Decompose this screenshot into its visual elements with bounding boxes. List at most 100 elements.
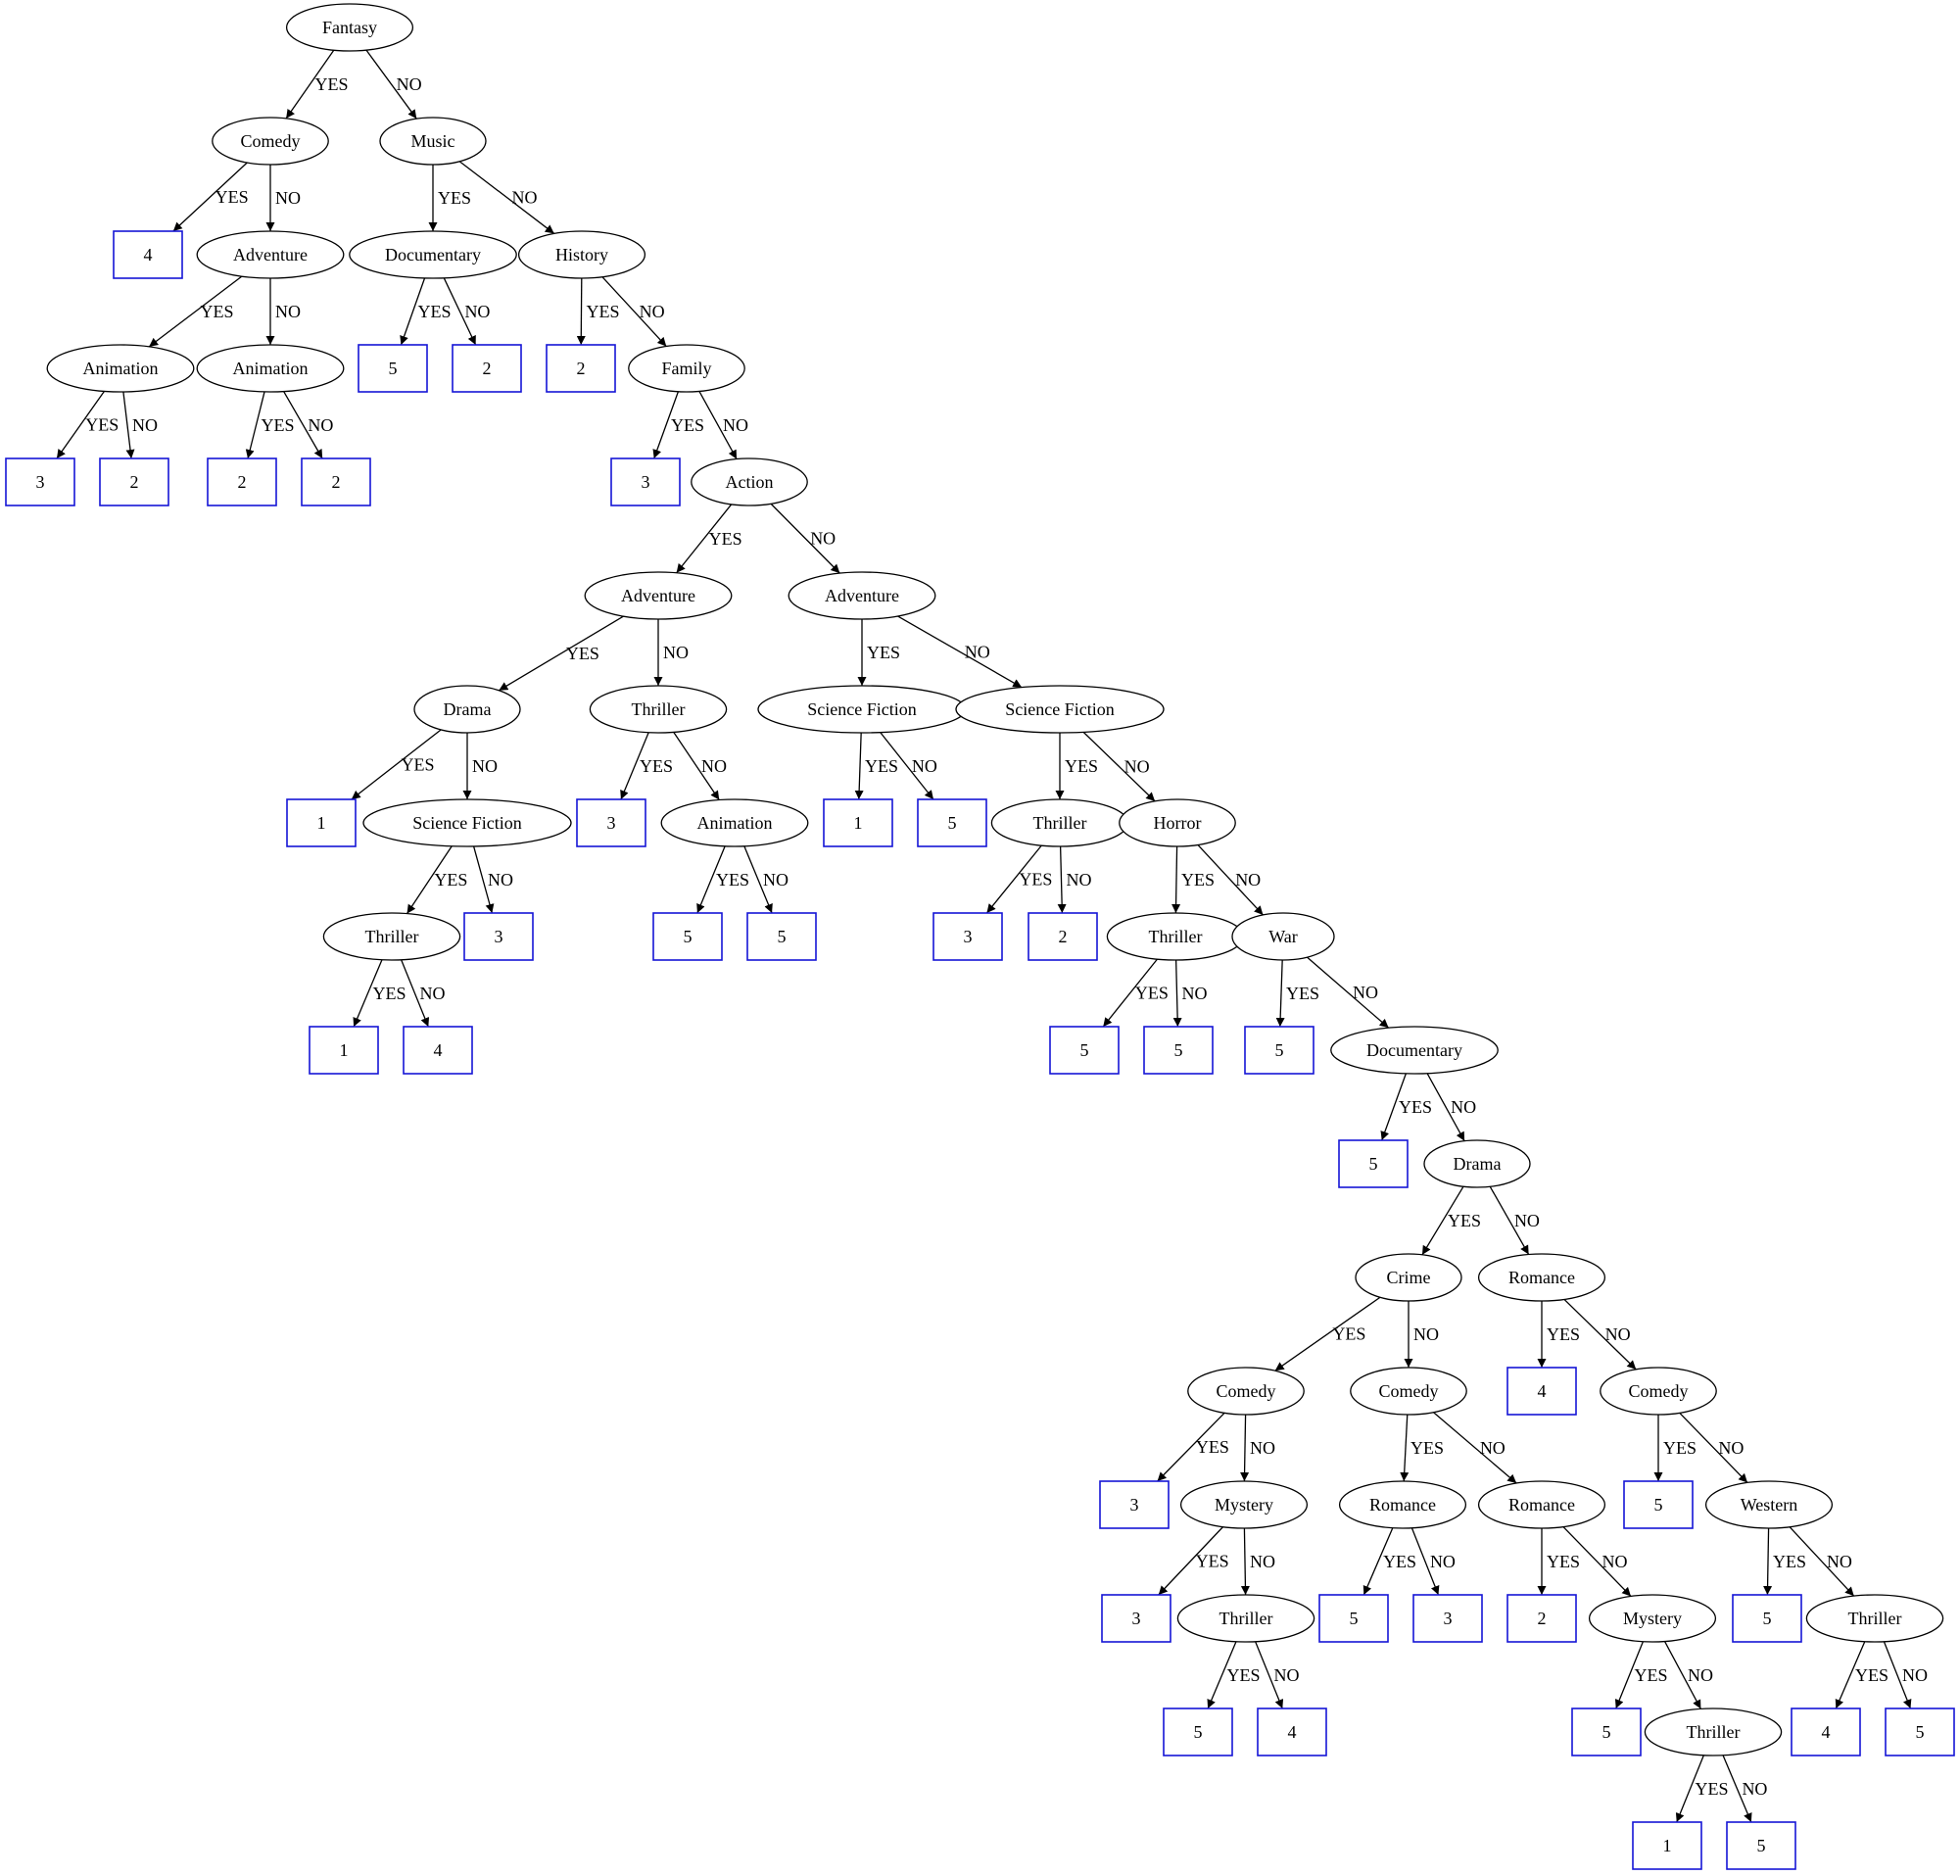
edge-label: YES — [587, 302, 620, 321]
decision-ellipse — [379, 117, 487, 166]
edge-arrow — [351, 729, 442, 800]
edge-yes: YES — [245, 391, 295, 459]
leaf-box — [1244, 1026, 1315, 1075]
edge-label: YES — [314, 74, 348, 94]
edge-arrow — [1883, 1641, 1912, 1709]
decision-ellipse — [1805, 1594, 1944, 1643]
decision-ellipse — [517, 230, 646, 279]
edge-label: YES — [373, 984, 406, 1003]
edge-label: NO — [472, 756, 498, 776]
edge-no: NO — [1410, 1527, 1456, 1596]
edge-arrow — [698, 391, 738, 459]
decision-ellipse — [285, 3, 414, 52]
leaf-box — [652, 912, 723, 961]
edge-yes: YES — [1274, 1296, 1381, 1371]
decision-ellipse — [46, 344, 195, 393]
edge-label: YES — [1332, 1324, 1365, 1344]
decision-label: Science Fiction — [412, 813, 521, 833]
decision-ellipse — [1338, 1480, 1467, 1529]
edge-arrow — [406, 845, 453, 914]
edge-arrow — [854, 732, 864, 800]
decision-node: Fantasy — [285, 3, 414, 52]
decision-ellipse — [955, 685, 1165, 734]
leaf-box — [746, 912, 817, 961]
leaf-value: 4 — [434, 1040, 443, 1060]
edge-arrow — [1240, 1414, 1250, 1482]
decision-node: Adventure — [584, 571, 733, 620]
edge-arrow — [620, 732, 649, 800]
edge-no: NO — [1197, 844, 1264, 916]
edge-no: NO — [770, 503, 840, 574]
leaf-value: 4 — [1822, 1722, 1831, 1742]
leaf-box — [1028, 912, 1098, 961]
edge-label: NO — [1605, 1324, 1631, 1344]
edge-arrow — [148, 275, 243, 348]
edge-arrow — [1722, 1755, 1752, 1823]
leaf-value: 3 — [642, 472, 650, 492]
decision-ellipse — [362, 798, 572, 847]
decision-node: Action — [691, 457, 808, 506]
edge-yes: YES — [676, 504, 742, 574]
edge-arrow — [1763, 1527, 1773, 1596]
decision-label: Animation — [697, 813, 773, 833]
edge-no: NO — [1489, 1185, 1540, 1255]
edge-label: YES — [418, 302, 452, 321]
edge-yes: YES — [1421, 1185, 1481, 1256]
edge-label: NO — [1182, 984, 1208, 1003]
edge-yes: YES — [498, 615, 624, 692]
edge-arrow — [1082, 731, 1156, 802]
decision-ellipse — [1423, 1139, 1531, 1188]
edge-yes: YES — [1675, 1755, 1729, 1823]
decision-node: Romance — [1338, 1480, 1467, 1529]
leaf-node: 5 — [1338, 1139, 1409, 1188]
edge-label: NO — [701, 756, 727, 776]
decision-ellipse — [1644, 1708, 1783, 1756]
edge-arrow — [56, 391, 105, 459]
edge-label: NO — [1250, 1438, 1275, 1458]
edge-no: NO — [1722, 1755, 1767, 1823]
leaf-node: 5 — [1049, 1026, 1120, 1075]
decision-label: Drama — [444, 699, 492, 719]
edge-arrow — [1102, 958, 1158, 1028]
decision-ellipse — [196, 230, 345, 279]
leaf-node: 5 — [1726, 1821, 1796, 1870]
edge-yes: YES — [351, 729, 442, 800]
edge-label: NO — [132, 415, 158, 435]
edge-label: NO — [1413, 1324, 1439, 1344]
leaf-node: 4 — [113, 230, 183, 279]
leaf-value: 3 — [495, 927, 503, 946]
edge-arrow — [696, 845, 726, 914]
leaf-box — [309, 1026, 379, 1075]
decision-ellipse — [628, 344, 745, 393]
edge-no: NO — [897, 615, 1023, 689]
leaf-value: 4 — [1288, 1722, 1297, 1742]
edge-arrow — [880, 732, 934, 800]
edge-no: NO — [472, 845, 513, 914]
edge-label: NO — [275, 188, 301, 208]
edge-arrow — [897, 615, 1023, 689]
decision-label: Science Fiction — [1005, 699, 1114, 719]
edge-no: NO — [365, 49, 422, 120]
edge-arrow — [443, 277, 477, 346]
decision-node: Documentary — [349, 230, 517, 279]
edge-arrow — [770, 503, 840, 574]
decision-node: Mystery — [1179, 1480, 1309, 1529]
edge-yes: YES — [1835, 1641, 1888, 1709]
leaf-value: 2 — [1538, 1609, 1547, 1628]
edge-no: NO — [401, 959, 445, 1028]
edge-no: NO — [601, 276, 667, 347]
edge-arrow — [652, 391, 680, 459]
decision-node: Mystery — [1588, 1594, 1717, 1643]
decision-label: Comedy — [241, 131, 301, 151]
edge-label: NO — [1688, 1665, 1713, 1685]
leaf-value: 5 — [1654, 1495, 1663, 1515]
leaf-box — [1506, 1594, 1577, 1643]
decision-node: Romance — [1477, 1480, 1606, 1529]
decision-node: Animation — [46, 344, 195, 393]
edge-no: NO — [1240, 1527, 1275, 1596]
decision-node: Comedy — [1600, 1367, 1717, 1416]
decision-node: Science Fiction — [362, 798, 572, 847]
leaf-value: 5 — [1350, 1609, 1359, 1628]
leaf-value: 5 — [1916, 1722, 1925, 1742]
leaf-node: 5 — [1143, 1026, 1214, 1075]
